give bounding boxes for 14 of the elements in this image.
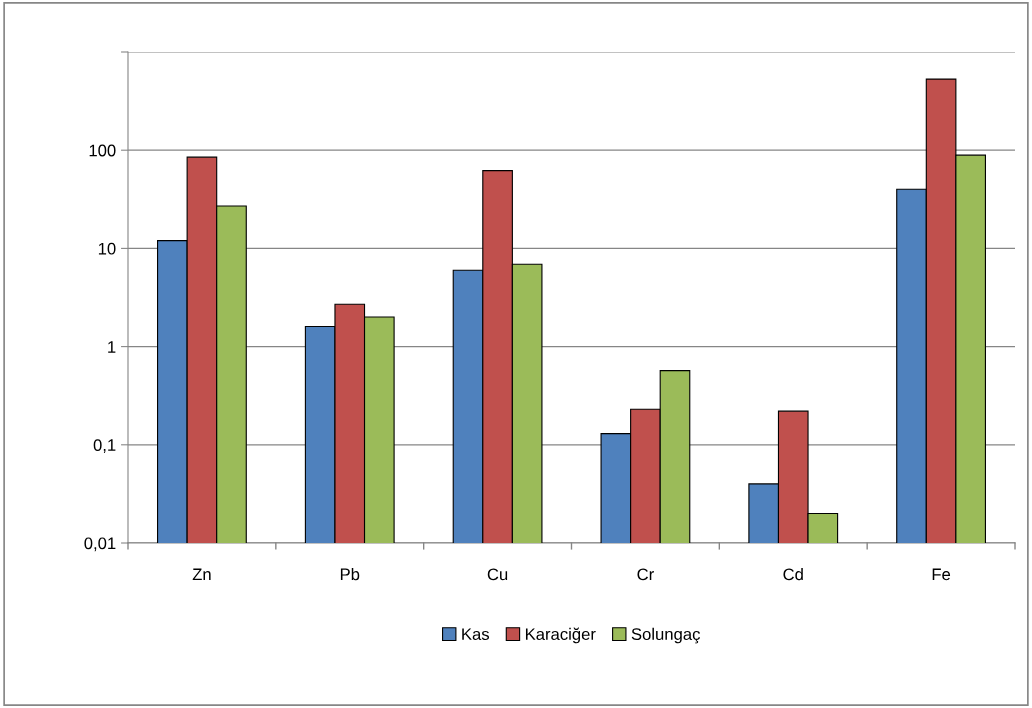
x-tick-label: Cr: [637, 568, 654, 581]
legend-label: Solungaç: [631, 627, 700, 644]
legend-label: Kas: [462, 628, 490, 641]
y-tick-label: 0,1: [93, 439, 116, 453]
x-tick-label: Fe: [932, 568, 951, 581]
legend-label: Karaciğer: [525, 627, 596, 644]
y-tick-label: 10: [98, 242, 116, 255]
x-tick-label: Cu: [487, 568, 508, 581]
x-tick-label: Pb: [340, 568, 360, 581]
y-tick-label: 100: [89, 144, 116, 157]
x-tick-label: Cd: [783, 568, 803, 581]
x-tick-label: Zn: [192, 568, 211, 581]
y-tick-label: 1: [108, 341, 116, 353]
y-tick-label: 0,01: [84, 537, 116, 552]
